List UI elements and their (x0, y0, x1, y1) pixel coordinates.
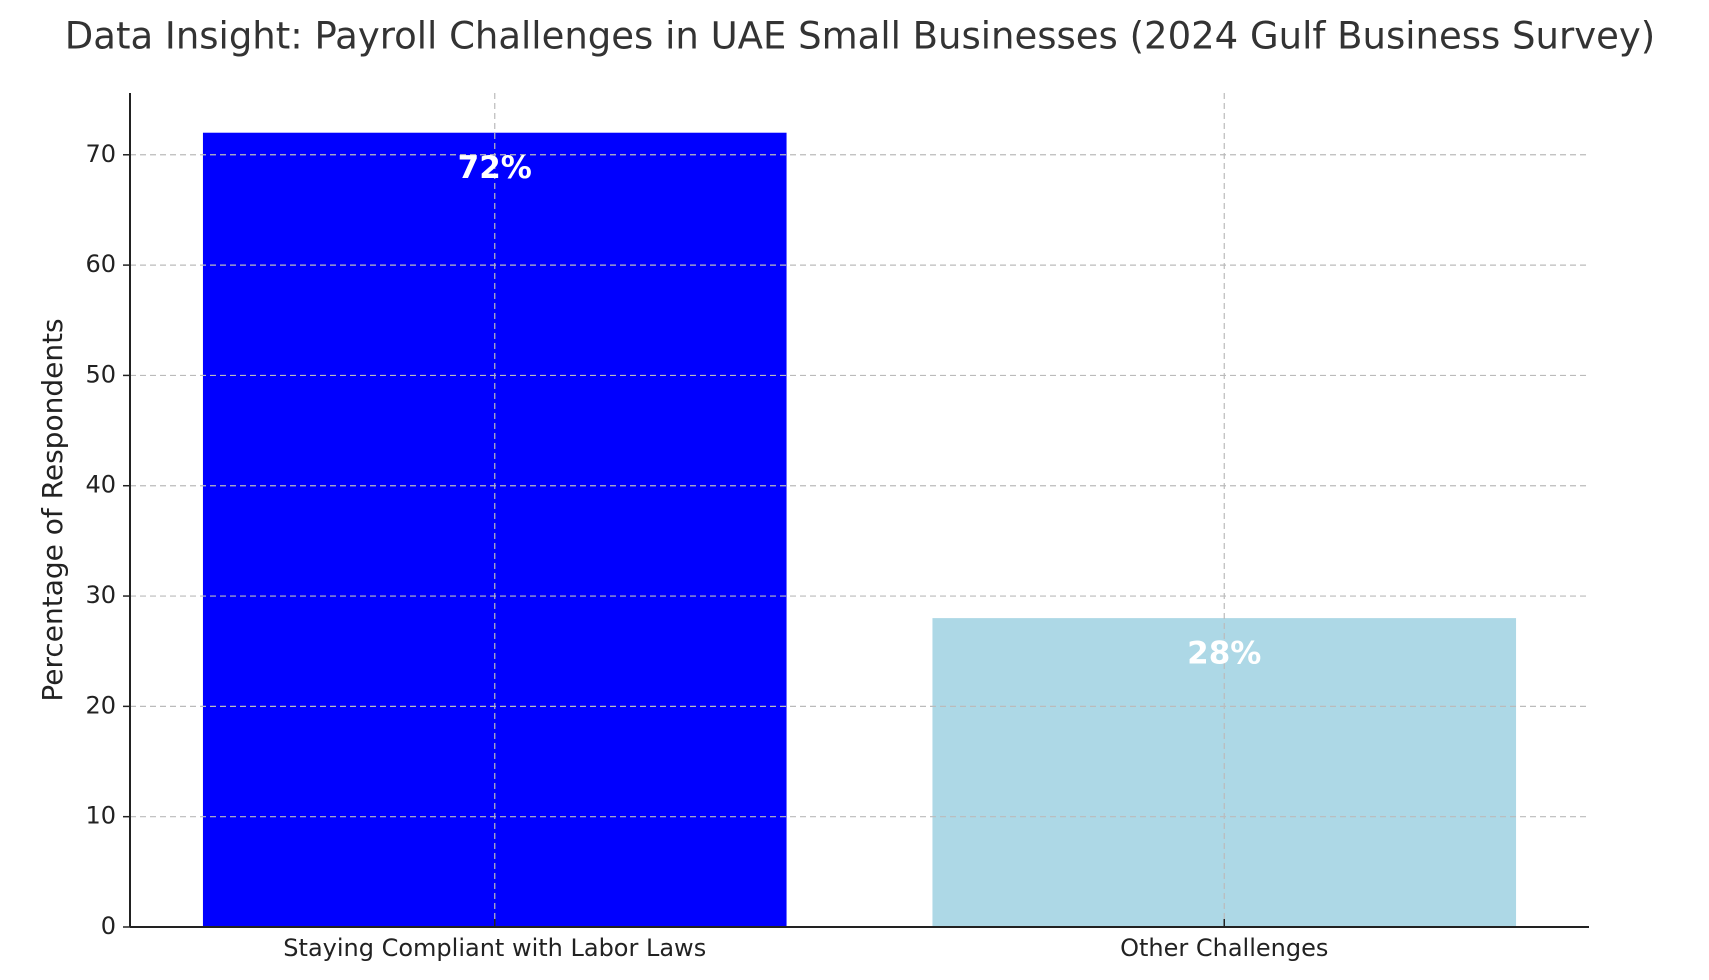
x-tick-label: Staying Compliant with Labor Laws (283, 934, 706, 962)
x-tick-label: Other Challenges (1120, 934, 1328, 962)
y-tick-label: 20 (85, 691, 116, 719)
chart-title: Data Insight: Payroll Challenges in UAE … (65, 15, 1655, 58)
y-tick-label: 60 (85, 250, 116, 278)
y-tick-label: 0 (101, 912, 116, 940)
y-tick-label: 30 (85, 581, 116, 609)
value-label: 72% (458, 150, 532, 186)
y-tick-label: 50 (85, 360, 116, 388)
y-tick-label: 70 (85, 140, 116, 168)
y-tick-label: 10 (85, 802, 116, 830)
value-label: 28% (1187, 636, 1261, 672)
y-tick-label: 40 (85, 471, 116, 499)
y-axis-label: Percentage of Respondents (36, 318, 69, 701)
